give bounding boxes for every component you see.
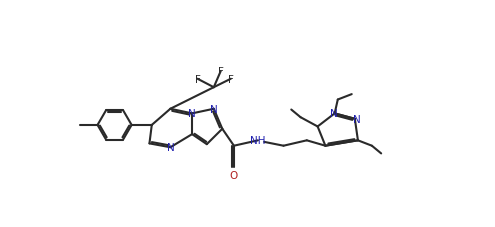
Text: NH: NH <box>250 135 266 145</box>
Text: F: F <box>195 74 200 84</box>
Text: F: F <box>218 67 224 77</box>
Text: N: N <box>166 143 174 153</box>
Text: F: F <box>228 74 234 84</box>
Text: N: N <box>210 104 218 114</box>
Text: O: O <box>230 170 238 180</box>
Text: N: N <box>352 114 360 124</box>
Text: N: N <box>188 109 196 119</box>
Text: N: N <box>330 109 338 119</box>
